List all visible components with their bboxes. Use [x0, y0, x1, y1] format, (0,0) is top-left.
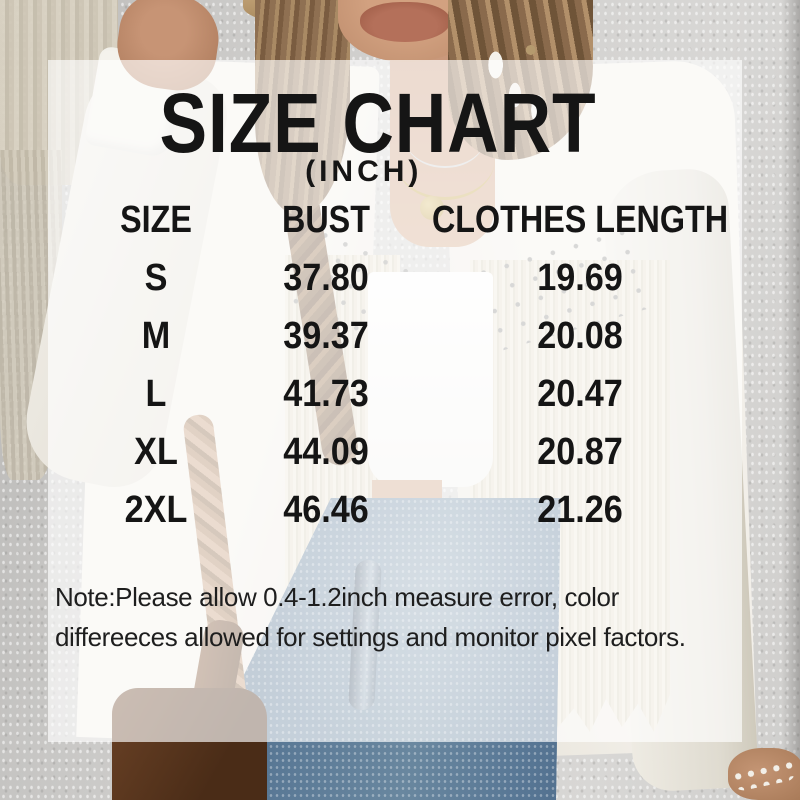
size-value: S — [144, 257, 167, 299]
unit-label: (INCH) — [305, 155, 423, 188]
clothes-length-value: 20.87 — [536, 431, 623, 473]
bust-value: 41.73 — [282, 373, 369, 415]
column-header-clothes-length: CLOTHES LENGTH — [431, 199, 728, 241]
clothes-length-value: 19.69 — [536, 257, 623, 299]
clothes-length-value: 20.08 — [536, 315, 623, 357]
bust-value: 39.37 — [282, 315, 369, 357]
table-row: S 37.80 19.69 — [48, 249, 742, 307]
column-header-size: SIZE — [119, 199, 192, 241]
bust-value: 37.80 — [282, 257, 369, 299]
column-header-bust: BUST — [281, 199, 370, 241]
model-lips — [360, 2, 450, 42]
size-value: 2XL — [124, 489, 187, 531]
note-line-1: Note:Please allow 0.4-1.2inch measure er… — [55, 582, 619, 612]
table-row: M 39.37 20.08 — [48, 307, 742, 365]
bust-value: 46.46 — [282, 489, 369, 531]
wall-shadow-edge — [782, 0, 800, 800]
clothes-length-value: 21.26 — [536, 489, 623, 531]
size-value: XL — [133, 431, 178, 473]
size-chart-content: SIZE CHART (INCH) SIZE BUST CLOTHES LENG… — [48, 60, 742, 742]
measurement-note: Note:Please allow 0.4-1.2inch measure er… — [55, 577, 686, 657]
table-row: L 41.73 20.47 — [48, 365, 742, 423]
table-header-row: SIZE BUST CLOTHES LENGTH — [48, 191, 742, 249]
note-line-2: differeeces allowed for settings and mon… — [55, 622, 686, 652]
page-title: SIZE CHART — [159, 76, 597, 170]
size-value: M — [141, 315, 170, 357]
bust-value: 44.09 — [282, 431, 369, 473]
table-row: XL 44.09 20.87 — [48, 423, 742, 481]
size-chart-overlay-panel — [48, 60, 742, 742]
table-row: 2XL 46.46 21.26 — [48, 481, 742, 539]
clothes-length-value: 20.47 — [536, 373, 623, 415]
size-value: L — [145, 373, 167, 415]
